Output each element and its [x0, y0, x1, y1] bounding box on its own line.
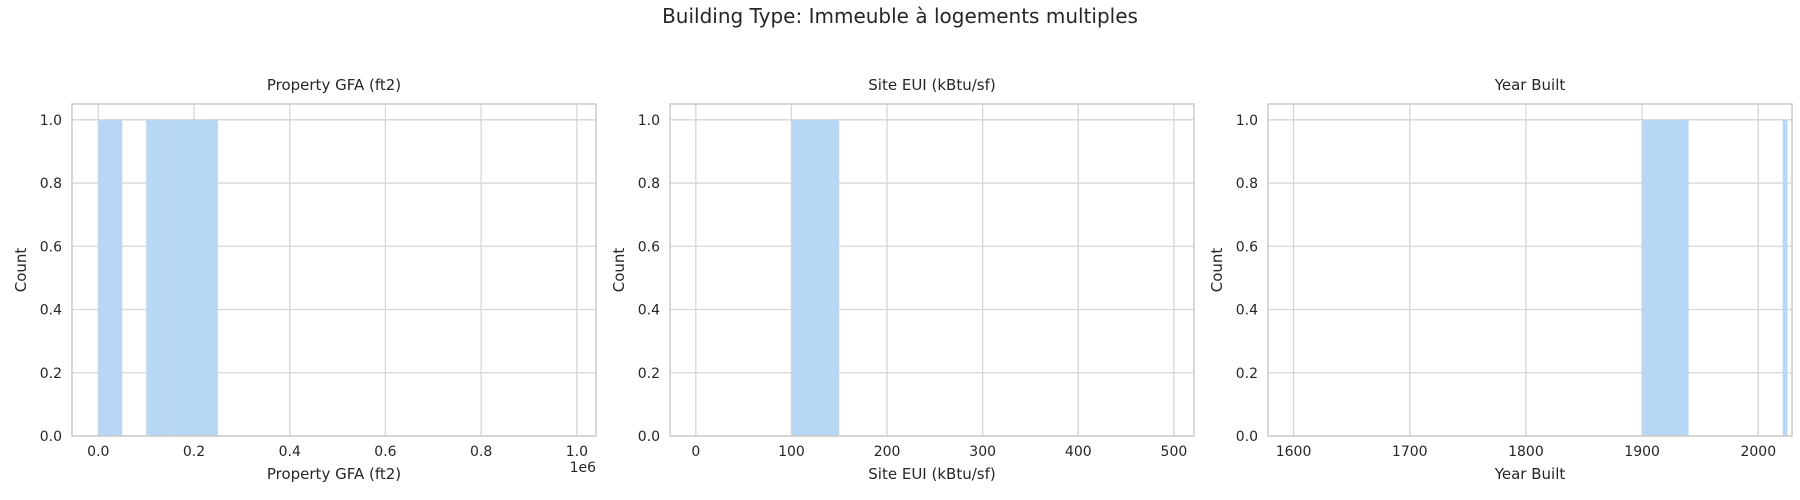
x-tick-label: 100 — [778, 444, 805, 460]
x-tick-label: 1800 — [1508, 444, 1544, 460]
x-tick-label: 300 — [969, 444, 996, 460]
histogram-bar — [1782, 119, 1788, 437]
y-tick-label: 0.8 — [40, 176, 62, 192]
histogram-bar — [170, 119, 195, 437]
x-offset-label: 1e6 — [570, 460, 597, 476]
y-tick-label: 1.0 — [40, 113, 62, 129]
x-axis-label: Site EUI (kBtu/sf) — [868, 465, 995, 483]
y-tick-label: 0.2 — [638, 366, 660, 382]
x-tick-label: 0.2 — [183, 444, 205, 460]
y-tick-label: 0.0 — [638, 429, 660, 445]
x-tick-label: 1700 — [1392, 444, 1428, 460]
figure-suptitle: Building Type: Immeuble à logements mult… — [662, 4, 1138, 28]
histogram-bar — [791, 119, 840, 437]
y-tick-label: 1.0 — [1236, 113, 1258, 129]
x-tick-label: 0.4 — [279, 444, 301, 460]
panel-3: 1600 1700 1800 1900 2000 0.0 0.2 0.4 0.6 0.8 1.0 Ye… — [1208, 76, 1793, 483]
x-tick-label: 0.0 — [87, 444, 109, 460]
y-tick-label: 0.8 — [638, 176, 660, 192]
x-tick-label: 2000 — [1740, 444, 1776, 460]
panel-title: Site EUI (kBtu/sf) — [868, 76, 995, 94]
y-tick-label: 0.0 — [1236, 429, 1258, 445]
y-tick-label: 0.6 — [1236, 239, 1258, 255]
y-tick-label: 0.2 — [1236, 366, 1258, 382]
panel-2: 0 100 200 300 400 500 0.0 0.2 0.4 0.6 0.8 1.0 Site E… — [610, 76, 1195, 483]
y-tick-label: 0.6 — [638, 239, 660, 255]
x-tick-label: 0 — [691, 444, 700, 460]
axes-frame — [1267, 103, 1793, 437]
y-tick-label: 0.4 — [638, 303, 660, 319]
x-tick-label: 500 — [1161, 444, 1188, 460]
x-axis-label: Property GFA (ft2) — [267, 465, 401, 483]
y-tick-label: 0.0 — [40, 429, 62, 445]
histogram-bar — [194, 119, 218, 437]
histogram-bar — [1642, 119, 1689, 437]
y-tick-label: 0.4 — [1236, 303, 1258, 319]
x-tick-label: 0.8 — [470, 444, 492, 460]
x-tick-label: 1600 — [1276, 444, 1312, 460]
panel-title: Property GFA (ft2) — [267, 76, 401, 94]
y-tick-label: 0.8 — [1236, 176, 1258, 192]
y-tick-label: 1.0 — [638, 113, 660, 129]
x-tick-label: 1.0 — [566, 444, 588, 460]
axes-frame — [71, 103, 597, 437]
x-tick-label: 400 — [1065, 444, 1092, 460]
x-tick-label: 1900 — [1624, 444, 1660, 460]
x-axis-label: Year Built — [1494, 465, 1566, 483]
y-axis-label: Count — [610, 248, 628, 293]
x-tick-label: 200 — [874, 444, 901, 460]
y-axis-label: Count — [12, 248, 30, 293]
axes-frame — [669, 103, 1195, 437]
histogram-bar — [98, 119, 123, 437]
x-tick-label: 0.6 — [374, 444, 396, 460]
y-axis-label: Count — [1208, 248, 1226, 293]
y-tick-label: 0.2 — [40, 366, 62, 382]
y-tick-label: 0.6 — [40, 239, 62, 255]
panel-title: Year Built — [1494, 76, 1566, 94]
panel-1: 0.0 0.2 0.4 0.6 0.8 1.0 0.0 0.2 0.4 0.6 0.8 1.0 Prop… — [12, 76, 597, 483]
y-tick-label: 0.4 — [40, 303, 62, 319]
histogram-bar — [146, 119, 171, 437]
